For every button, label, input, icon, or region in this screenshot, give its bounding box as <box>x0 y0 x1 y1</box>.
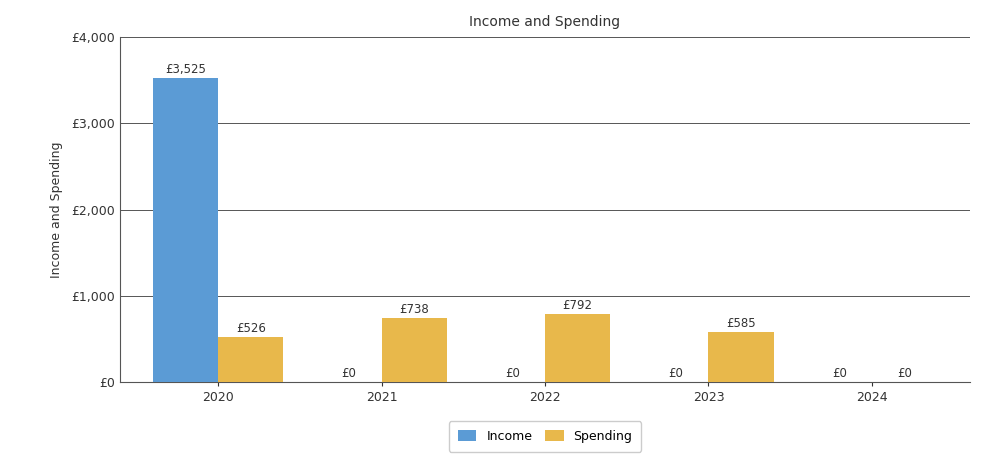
Text: £792: £792 <box>563 299 593 312</box>
Bar <box>708 332 774 382</box>
Text: £0: £0 <box>897 367 912 380</box>
Legend: Income, Spending: Income, Spending <box>449 421 641 452</box>
Text: £0: £0 <box>832 367 847 380</box>
Bar <box>545 314 610 382</box>
Title: Income and Spending: Income and Spending <box>469 15 621 29</box>
Y-axis label: Income and Spending: Income and Spending <box>50 142 63 278</box>
Text: £738: £738 <box>399 303 429 316</box>
Bar <box>218 337 283 382</box>
Text: £0: £0 <box>505 367 520 380</box>
Text: £585: £585 <box>726 316 756 329</box>
Bar <box>153 78 218 382</box>
Text: £526: £526 <box>236 322 266 335</box>
Text: £0: £0 <box>668 367 683 380</box>
Text: £3,525: £3,525 <box>165 63 206 76</box>
Text: £0: £0 <box>341 367 356 380</box>
Bar <box>382 318 447 382</box>
